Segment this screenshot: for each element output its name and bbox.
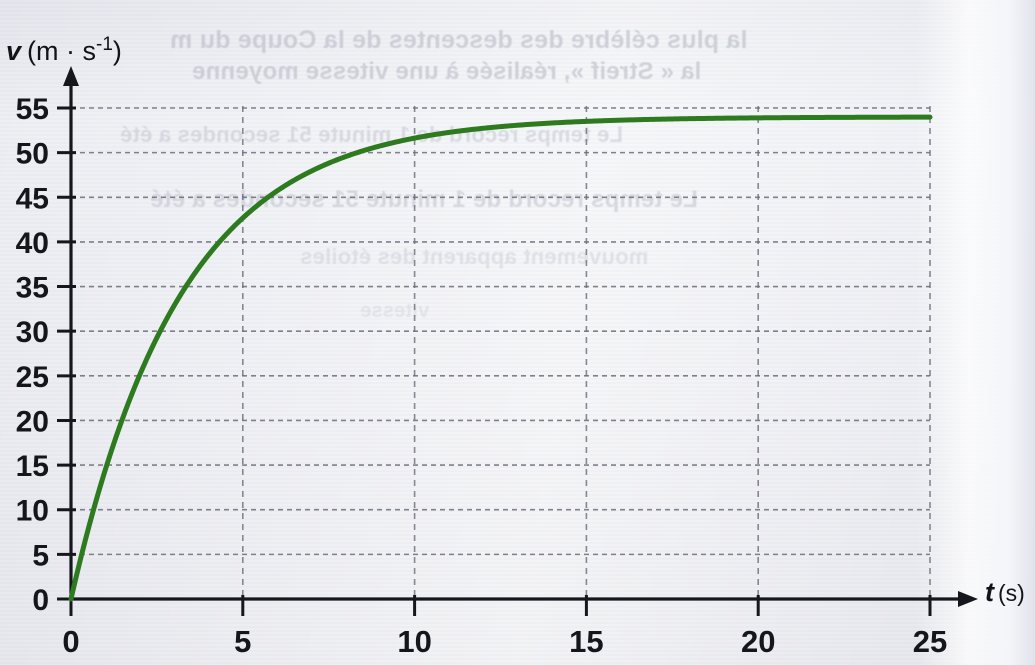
y-axis-label: v (m · s-1)	[6, 34, 122, 66]
x-tick-label: 5	[234, 624, 251, 659]
y-tick-label: 5	[32, 539, 49, 572]
chart-axes	[63, 66, 978, 607]
y-tick-label: 40	[16, 227, 49, 260]
y-tick-label: 55	[16, 93, 49, 126]
y-tick-label: 35	[16, 272, 49, 305]
x-axis-ticks: 0 5 10 15 20 25	[62, 595, 947, 659]
x-tick-label: 10	[397, 624, 431, 659]
horizontal-gridlines	[71, 107, 930, 556]
y-tick-label: 45	[16, 182, 49, 215]
x-tick-label: 15	[569, 624, 603, 659]
y-tick-label: 30	[16, 316, 49, 349]
y-axis-arrowhead	[63, 66, 79, 86]
y-tick-label: 0	[32, 584, 49, 617]
y-tick-label: 50	[16, 138, 49, 171]
velocity-curve	[68, 114, 933, 602]
page-curl-highlight	[915, 0, 1035, 665]
y-tick-label: 20	[16, 405, 49, 438]
x-axis-arrowhead	[958, 591, 978, 607]
y-tick-label: 10	[16, 495, 49, 528]
y-tick-label: 15	[16, 450, 49, 483]
y-tick-label: 25	[16, 361, 49, 394]
x-tick-label: 20	[741, 624, 775, 659]
x-tick-label: 0	[62, 624, 79, 659]
x-tick-label: 25	[913, 624, 947, 659]
x-axis-label: t (s)	[985, 577, 1025, 607]
y-axis-ticks: 0 5 10 15 20 25 30 35 40 45 50 55	[16, 93, 76, 617]
vertical-gridlines	[242, 106, 931, 599]
